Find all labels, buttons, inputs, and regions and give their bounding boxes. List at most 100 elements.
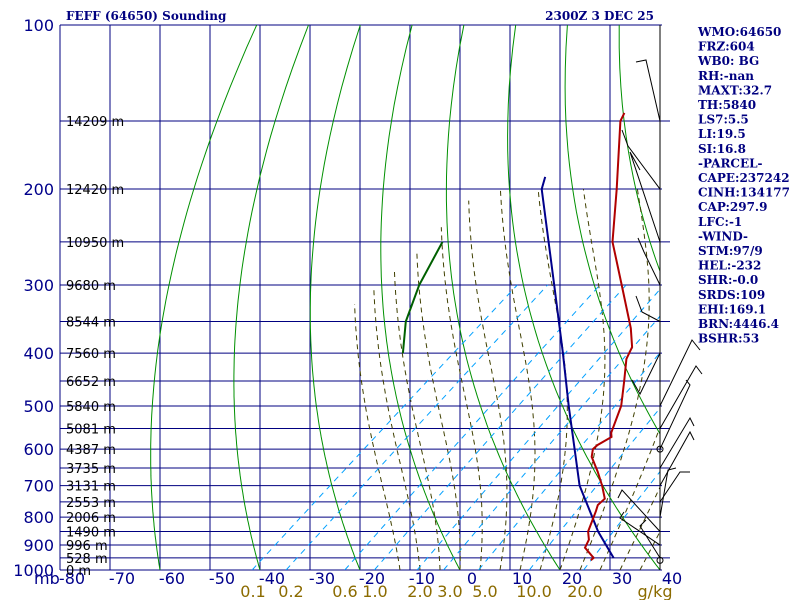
sounding-index: CAP:297.9	[698, 200, 767, 214]
mixing-ratio-label: 20.0	[567, 582, 603, 600]
temperature-tick-label: -60	[159, 569, 185, 588]
sounding-index: TH:5840	[698, 98, 756, 112]
height-level-label: 3735 m	[66, 462, 116, 477]
wind-barb	[629, 151, 661, 243]
moist-adiabat	[559, 189, 606, 570]
pressure-tick-label: 700	[23, 477, 54, 496]
sounding-index: CAPE:237242	[698, 171, 790, 185]
height-level-label: 2553 m	[66, 496, 116, 511]
dry-adiabat	[150, 25, 258, 570]
moist-adiabat	[393, 268, 441, 570]
parcel-profile-line	[540, 176, 615, 559]
dewpoint-profile-line	[401, 241, 444, 354]
pressure-unit-label: mb	[34, 569, 60, 588]
height-level-label: 5081 m	[66, 422, 116, 437]
pressure-tick-label: 100	[23, 16, 54, 35]
mixing-ratio-label: 1.0	[362, 582, 387, 600]
height-level-label: 528 m	[66, 552, 108, 567]
sounding-index: SRDS:109	[698, 288, 765, 302]
height-level-label: 5840 m	[66, 400, 116, 415]
mixing-ratio-line	[344, 284, 601, 570]
mixing-ratio-line	[478, 351, 660, 570]
temperature-tick-label: 30	[612, 569, 632, 588]
wind-barb	[631, 352, 661, 396]
dry-adiabat	[618, 25, 660, 273]
height-level-label: 14209 m	[66, 115, 124, 130]
mixing-ratio-line	[583, 470, 660, 570]
mixing-ratio-label: g/kg	[638, 582, 673, 600]
moist-adiabat	[373, 288, 421, 570]
mixing-ratio-label: 0.6	[332, 582, 357, 600]
height-level-label: 9680 m	[66, 279, 116, 294]
sounding-index: LS7:5.5	[698, 113, 749, 127]
dry-adiabat	[564, 25, 660, 435]
wind-barb	[659, 416, 695, 469]
wind-barb	[621, 129, 661, 190]
sounding-index: EHI:169.1	[698, 302, 766, 316]
height-level-label: 996 m	[66, 539, 108, 554]
mixing-ratio-label: 10.0	[516, 582, 552, 600]
height-level-label: 4387 m	[66, 443, 116, 458]
sounding-index: RH:-nan	[698, 69, 754, 83]
temperature-profile-line	[583, 112, 634, 562]
pressure-tick-label: 1000	[13, 561, 54, 580]
wind-barb	[635, 59, 661, 122]
mixing-ratio-label: 3.0	[437, 582, 462, 600]
wind-barb	[639, 519, 661, 559]
profiles-layer	[401, 112, 634, 562]
wind-barb	[617, 489, 661, 532]
wind-barbs-layer	[617, 25, 703, 570]
sounding-index: CINH:134177	[698, 186, 790, 200]
moist-adiabat	[639, 530, 660, 570]
moist-adiabat	[354, 303, 401, 570]
pressure-tick-label: 800	[23, 508, 54, 527]
sounding-index: BSHR:53	[698, 332, 759, 346]
wind-barb	[659, 430, 695, 486]
wind-barb	[659, 467, 677, 518]
mixing-ratio-line	[285, 284, 548, 570]
moist-adiabat	[416, 251, 461, 570]
moist-adiabat	[599, 425, 660, 570]
height-level-label: 8544 m	[66, 316, 116, 331]
temperature-tick-label: -20	[359, 569, 385, 588]
sounding-index: MAXT:32.7	[698, 83, 772, 97]
calm-wind-circle	[656, 556, 664, 564]
height-level-label: 7560 m	[66, 347, 116, 362]
wind-barb	[659, 471, 690, 503]
moist-adiabat	[499, 189, 536, 570]
sounding-index: WMO:64650	[697, 25, 781, 39]
mixing-ratio-label: 0.2	[278, 582, 303, 600]
adiabats-layer	[150, 25, 660, 570]
pressure-tick-label: 400	[23, 344, 54, 363]
pressure-tick-label: 500	[23, 397, 54, 416]
height-level-label: 3131 m	[66, 480, 116, 495]
pressure-tick-label: 300	[23, 276, 54, 295]
dry-adiabat	[309, 25, 361, 570]
sounding-index: FRZ:604	[698, 40, 755, 54]
chart-datetime: 2300Z 3 DEC 25	[545, 9, 654, 23]
wind-barb	[659, 339, 701, 407]
temperature-tick-label: -50	[209, 569, 235, 588]
dry-adiabat	[507, 25, 660, 570]
pressure-tick-label: 900	[23, 536, 54, 555]
sounding-index: HEL:-232	[698, 259, 761, 273]
temperature-tick-label: -10	[409, 569, 435, 588]
mixing-ratio-line	[416, 288, 660, 570]
dry-adiabat	[445, 25, 561, 570]
moist-adiabat	[440, 227, 483, 570]
mixing-ratio-label: 2.0	[407, 582, 432, 600]
moist-adiabat	[468, 200, 508, 570]
mixing-ratio-line	[374, 284, 627, 570]
sounding-index: -WIND-	[698, 229, 748, 243]
pressure-tick-label: 200	[23, 180, 54, 199]
pressure-tick-label: 600	[23, 440, 54, 459]
dry-adiabat	[233, 25, 309, 570]
wind-barb	[659, 379, 691, 450]
temperature-tick-label: 20	[562, 569, 582, 588]
moist-adiabat	[579, 189, 650, 570]
temperature-tick-label: 10	[512, 569, 532, 588]
height-level-label: 0 m	[66, 564, 91, 579]
